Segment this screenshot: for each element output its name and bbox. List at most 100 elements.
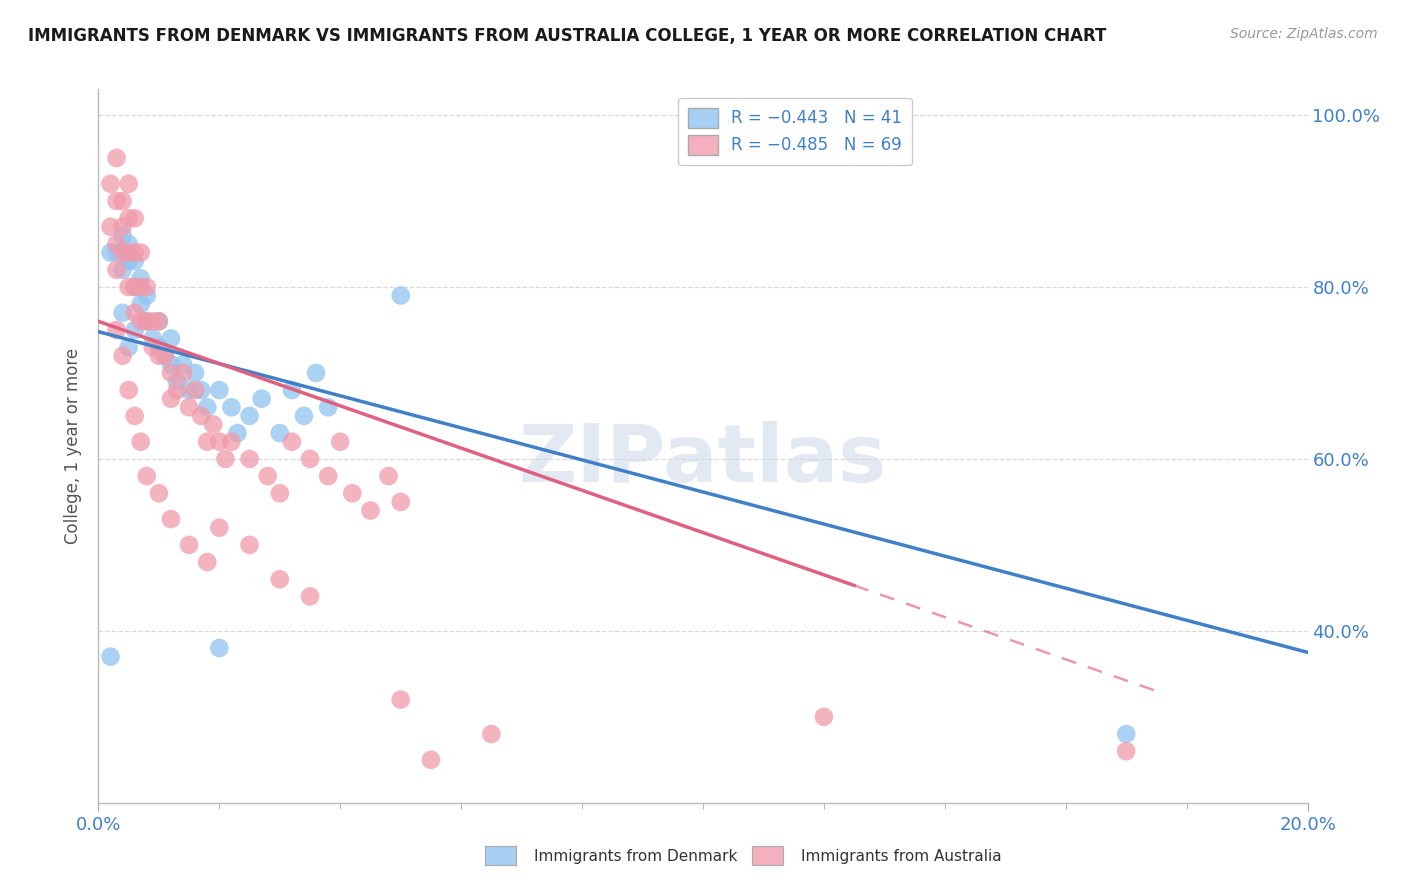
Point [202, 417, 225, 432]
Point [135, 469, 157, 483]
Point [129, 245, 152, 260]
Point [118, 340, 141, 354]
Point [135, 280, 157, 294]
Point [111, 228, 134, 243]
Point [360, 503, 382, 517]
Point [179, 538, 201, 552]
Point [269, 426, 291, 441]
Point [100, 649, 122, 664]
Point [160, 512, 183, 526]
Point [160, 366, 183, 380]
Point [239, 409, 262, 423]
Point [118, 280, 141, 294]
Point [111, 219, 134, 234]
Text: Source: ZipAtlas.com: Source: ZipAtlas.com [1230, 27, 1378, 41]
Point [813, 710, 835, 724]
Point [148, 314, 170, 328]
Legend: R = −0.443   N = 41, R = −0.485   N = 69: R = −0.443 N = 41, R = −0.485 N = 69 [678, 97, 912, 165]
Point [172, 357, 194, 371]
Point [105, 151, 128, 165]
Point [124, 306, 146, 320]
Point [118, 245, 141, 260]
Point [195, 434, 218, 449]
Point [111, 262, 134, 277]
Point [299, 590, 322, 604]
Point [118, 254, 141, 268]
Point [160, 392, 183, 406]
Point [153, 349, 176, 363]
Point [329, 434, 352, 449]
Point [316, 401, 339, 415]
Point [124, 211, 146, 226]
Point [148, 349, 170, 363]
Point [111, 306, 134, 320]
Point [166, 375, 188, 389]
Point [481, 727, 503, 741]
Point [190, 409, 212, 423]
Point [118, 177, 141, 191]
Point [135, 288, 157, 302]
Point [214, 451, 236, 466]
Point [342, 486, 364, 500]
Point [124, 245, 146, 260]
Point [105, 262, 128, 277]
Point [142, 332, 165, 346]
Point [179, 383, 201, 397]
Point [166, 383, 188, 397]
Point [292, 409, 315, 423]
Point [100, 245, 122, 260]
Point [281, 383, 304, 397]
Point [221, 434, 243, 449]
Point [208, 434, 231, 449]
Point [105, 236, 128, 251]
Point [129, 271, 152, 285]
Point [420, 753, 443, 767]
Point [118, 236, 141, 251]
Point [305, 366, 328, 380]
Point [153, 349, 176, 363]
Point [124, 280, 146, 294]
Point [148, 486, 170, 500]
Point [111, 349, 134, 363]
Point [269, 486, 291, 500]
Point [208, 641, 231, 656]
Point [299, 451, 322, 466]
Text: IMMIGRANTS FROM DENMARK VS IMMIGRANTS FROM AUSTRALIA COLLEGE, 1 YEAR OR MORE COR: IMMIGRANTS FROM DENMARK VS IMMIGRANTS FR… [28, 27, 1107, 45]
Point [195, 555, 218, 569]
Point [1115, 727, 1137, 741]
Point [190, 383, 212, 397]
Point [195, 401, 218, 415]
Point [124, 254, 146, 268]
Point [111, 194, 134, 208]
Point [316, 469, 339, 483]
Point [111, 245, 134, 260]
Point [129, 434, 152, 449]
Point [124, 409, 146, 423]
Point [160, 357, 183, 371]
Point [239, 451, 262, 466]
Point [135, 314, 157, 328]
Point [148, 314, 170, 328]
Point [142, 340, 165, 354]
Point [160, 332, 183, 346]
Point [389, 495, 412, 509]
Point [269, 572, 291, 586]
Point [105, 323, 128, 337]
Point [1115, 744, 1137, 758]
Point [256, 469, 278, 483]
Y-axis label: College, 1 year or more: College, 1 year or more [65, 348, 83, 544]
Point [208, 383, 231, 397]
Point [250, 392, 273, 406]
Point [377, 469, 399, 483]
Point [124, 323, 146, 337]
Point [129, 314, 152, 328]
Point [148, 340, 170, 354]
Point [389, 288, 412, 302]
Point [129, 280, 152, 294]
Point [124, 280, 146, 294]
Point [118, 383, 141, 397]
Point [226, 426, 249, 441]
Point [172, 366, 194, 380]
Point [118, 211, 141, 226]
Text: Immigrants from Australia: Immigrants from Australia [801, 849, 1002, 863]
